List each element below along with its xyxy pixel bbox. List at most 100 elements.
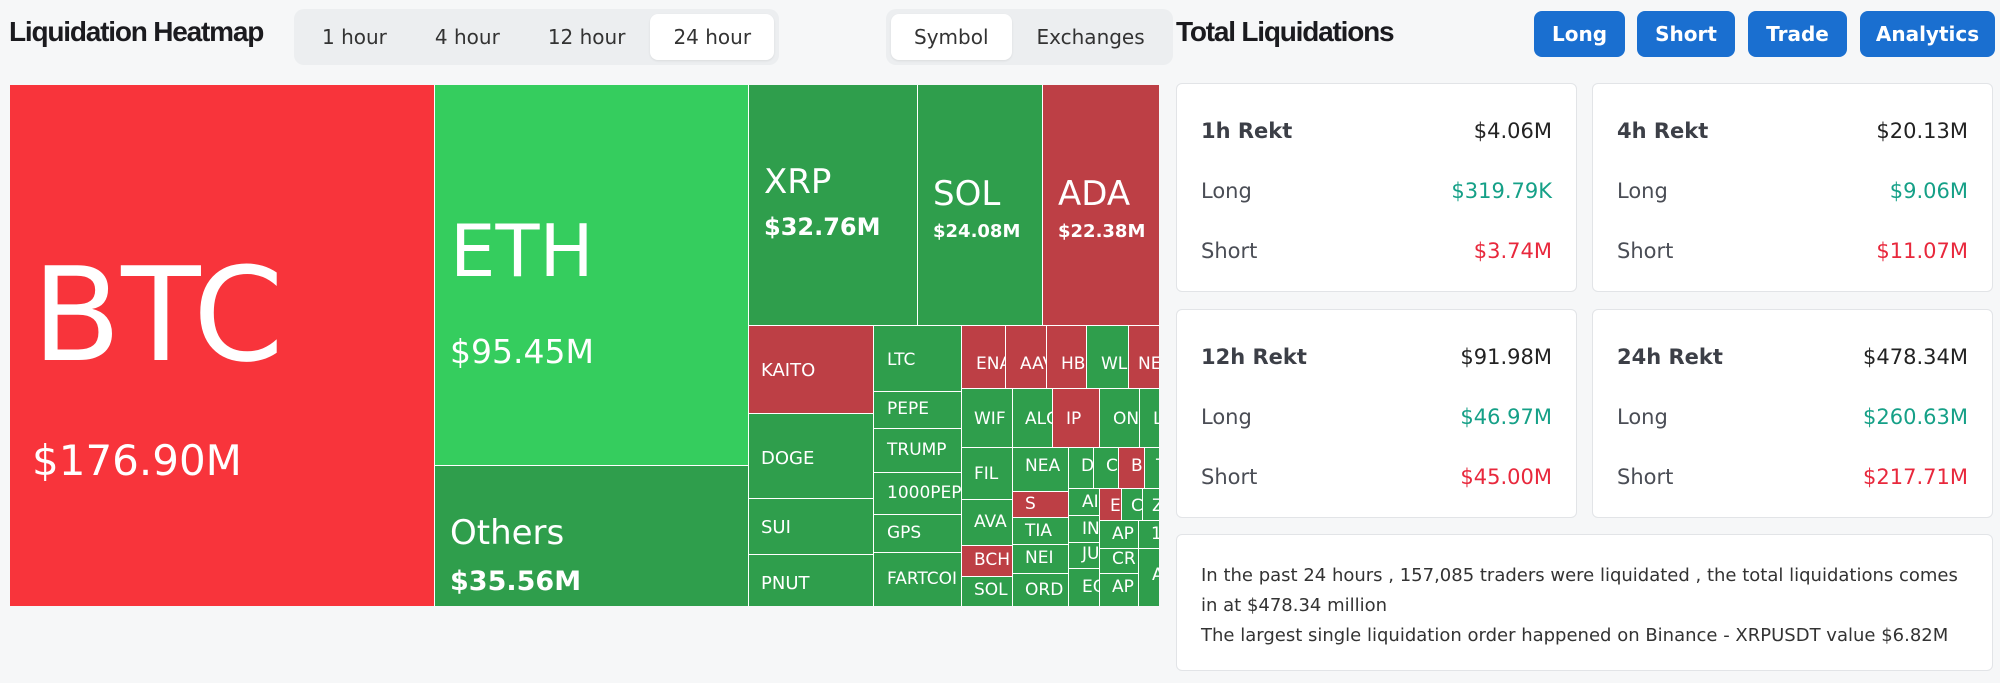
tile-symbol: SUI	[761, 517, 791, 538]
heatmap-tile-ltc[interactable]: LTC	[874, 326, 961, 391]
tile-symbol: A	[1152, 565, 1159, 585]
heatmap-tile-sol[interactable]: SOL	[962, 577, 1012, 606]
heatmap-tile-a[interactable]: A	[1139, 549, 1159, 606]
long-value: $319.79K	[1451, 179, 1552, 203]
long-label: Long	[1201, 179, 1252, 203]
heatmap-tile-z[interactable]: Z	[1143, 489, 1159, 520]
timeframe-selector: 1 hour 4 hour 12 hour 24 hour	[294, 9, 780, 65]
heatmap-tile-pepe[interactable]: PEPE	[874, 392, 961, 428]
heatmap-tile-ip[interactable]: IP	[1053, 389, 1099, 447]
tile-value: $22.38M	[1058, 221, 1146, 242]
tile-symbol: AAV	[1020, 354, 1046, 374]
heatmap-tile-others[interactable]: Others $35.56M	[435, 466, 748, 606]
short-button[interactable]: Short	[1637, 11, 1735, 57]
tile-symbol: ETH	[450, 209, 594, 293]
heatmap-tile-doge[interactable]: DOGE	[749, 414, 873, 498]
tile-symbol: WL	[1101, 354, 1128, 374]
heatmap-tile-ada[interactable]: ADA $22.38M	[1043, 85, 1159, 325]
stats-card-4h: 4h Rekt $20.13M Long $9.06M Short $11.07M	[1592, 83, 1993, 292]
heatmap-tile-kaito[interactable]: KAITO	[749, 326, 873, 413]
heatmap-tile-on[interactable]: ON	[1100, 389, 1139, 447]
long-value: $260.63M	[1863, 405, 1968, 429]
timeframe-4h[interactable]: 4 hour	[412, 14, 523, 60]
analytics-button[interactable]: Analytics	[1860, 11, 1995, 57]
long-value: $46.97M	[1460, 405, 1552, 429]
tile-symbol: 1	[1151, 524, 1159, 544]
heatmap-tile-b[interactable]: B	[1119, 448, 1144, 488]
heatmap-tile-sol[interactable]: SOL $24.08M	[918, 85, 1042, 325]
heatmap-tile-hb[interactable]: HB	[1047, 326, 1086, 388]
heatmap-tile-ne[interactable]: NE	[1129, 326, 1159, 388]
tile-symbol: DOGE	[761, 448, 815, 469]
heatmap-tile-c[interactable]: C	[1122, 489, 1142, 520]
heatmap-tile-ava[interactable]: AVA	[962, 500, 1012, 545]
heatmap-tile-ai[interactable]: AI	[1069, 489, 1099, 515]
heatmap-tile-e[interactable]: E	[1100, 489, 1121, 520]
short-value: $217.71M	[1863, 465, 1968, 489]
short-label: Short	[1201, 465, 1258, 489]
heatmap-tile-ap[interactable]: AP	[1100, 521, 1138, 548]
heatmap-tile-s[interactable]: S	[1013, 492, 1068, 517]
heatmap-tile-sui[interactable]: SUI	[749, 499, 873, 554]
heatmap-tile-eth[interactable]: ETH $95.45M	[435, 85, 748, 465]
heatmap-tile-gps[interactable]: GPS	[874, 515, 961, 552]
heatmap-tile-fartcoi[interactable]: FARTCOI	[874, 553, 961, 606]
heatmap-tile-ord[interactable]: ORD	[1013, 574, 1068, 606]
timeframe-24h[interactable]: 24 hour	[650, 14, 775, 60]
heatmap-tile-pnut[interactable]: PNUT	[749, 555, 873, 606]
stats-title: 24h Rekt	[1617, 345, 1723, 369]
tile-symbol: Z	[1152, 496, 1159, 516]
heatmap-tile-nei[interactable]: NEI	[1013, 545, 1068, 573]
long-label: Long	[1617, 405, 1668, 429]
tile-symbol: XRP	[764, 162, 832, 202]
group-exchanges[interactable]: Exchanges	[1014, 14, 1168, 60]
tile-symbol: IN	[1082, 519, 1099, 539]
tile-symbol: C	[1106, 456, 1118, 476]
group-symbol[interactable]: Symbol	[891, 14, 1012, 60]
heatmap-tile-nea[interactable]: NEA	[1013, 448, 1068, 491]
heatmap-tile-tia[interactable]: TIA	[1013, 518, 1068, 544]
heatmap-tile-btc[interactable]: BTC $176.90M	[10, 85, 434, 606]
timeframe-1h[interactable]: 1 hour	[299, 14, 410, 60]
tile-symbol: AI	[1082, 492, 1099, 512]
tile-symbol: LTC	[887, 350, 916, 370]
heatmap-tile-trump[interactable]: TRUMP	[874, 429, 961, 472]
heatmap-tile-fil[interactable]: FIL	[962, 448, 1012, 499]
long-label: Long	[1617, 179, 1668, 203]
heatmap-tile-c[interactable]: C	[1094, 448, 1118, 488]
total-liquidations-title: Total Liquidations	[1176, 16, 1395, 47]
tile-symbol: PEPE	[887, 399, 929, 419]
heatmap-tile-ena[interactable]: ENA	[962, 326, 1005, 388]
heatmap-tile-li[interactable]: LI	[1140, 389, 1159, 447]
short-label: Short	[1617, 465, 1674, 489]
heatmap-tile-ap[interactable]: AP	[1100, 574, 1138, 606]
heatmap-tile-wl[interactable]: WL	[1087, 326, 1128, 388]
tile-symbol: EO	[1082, 577, 1099, 597]
stats-title: 12h Rekt	[1201, 345, 1307, 369]
tile-symbol: SOL	[974, 580, 1008, 600]
tile-symbol: NEI	[1025, 548, 1054, 568]
long-button[interactable]: Long	[1534, 11, 1625, 57]
heatmap-tile-wif[interactable]: WIF	[962, 389, 1012, 447]
heatmap-tile-aav[interactable]: AAV	[1006, 326, 1046, 388]
heatmap-tile-eo[interactable]: EO	[1069, 569, 1099, 606]
heatmap-tile-bch[interactable]: BCH	[962, 546, 1012, 576]
heatmap-tile-d[interactable]: D	[1069, 448, 1093, 488]
heatmap-tile-alc[interactable]: ALC	[1013, 389, 1052, 447]
heatmap-tile-t[interactable]: T	[1145, 448, 1159, 488]
stats-total: $4.06M	[1473, 119, 1552, 143]
tile-symbol: BTC	[32, 239, 284, 391]
heatmap-tile-ju[interactable]: JU	[1069, 543, 1099, 568]
timeframe-12h[interactable]: 12 hour	[525, 14, 649, 60]
heatmap-tile-cr[interactable]: CR	[1100, 549, 1138, 573]
tile-symbol: LI	[1153, 409, 1159, 429]
heatmap-tile-xrp[interactable]: XRP $32.76M	[749, 85, 917, 325]
heatmap-tile-in[interactable]: IN	[1069, 516, 1099, 542]
tile-symbol: NE	[1138, 354, 1159, 374]
heatmap-tile-1[interactable]: 1	[1139, 521, 1159, 548]
tile-symbol: KAITO	[761, 360, 816, 381]
trade-button[interactable]: Trade	[1748, 11, 1847, 57]
stats-total: $91.98M	[1460, 345, 1552, 369]
heatmap-tile-1000pepe[interactable]: 1000PEPE	[874, 473, 961, 514]
short-label: Short	[1201, 239, 1258, 263]
